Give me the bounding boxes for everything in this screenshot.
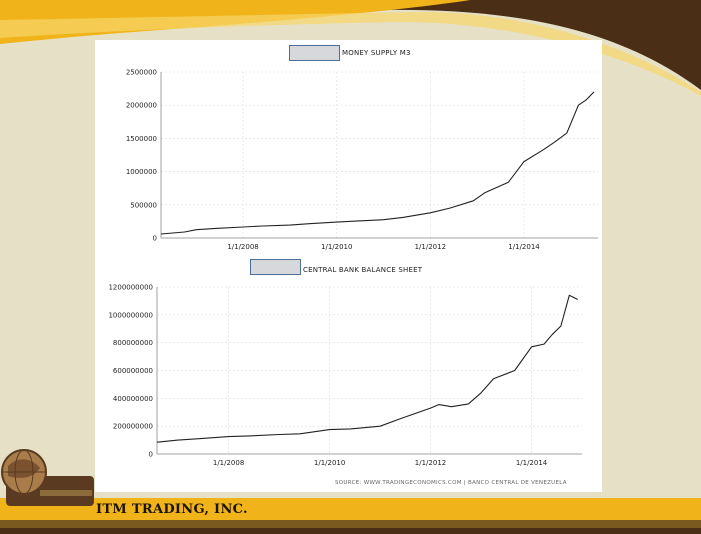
- y-tick-label: 1000000000: [108, 311, 153, 319]
- y-tick-label: 0: [153, 235, 157, 243]
- y-tick-label: 1500000: [126, 135, 157, 143]
- y-tick-label: 2500000: [126, 69, 157, 77]
- y-tick-label: 0: [149, 451, 153, 459]
- chart-title-placeholder-box: [250, 259, 301, 275]
- x-tick-label: 1/1/2012: [415, 243, 446, 251]
- x-tick-label: 1/1/2010: [314, 459, 345, 467]
- y-tick-label: 500000: [130, 201, 157, 209]
- x-tick-label: 1/1/2014: [508, 243, 540, 251]
- y-tick-label: 1000000: [126, 168, 157, 176]
- series-line: [160, 91, 595, 235]
- y-tick-label: 1200000000: [108, 284, 153, 292]
- chart-title-placeholder-box: [289, 45, 340, 61]
- money-supply-chart: 0 500000 1000000 1500000 2000000 2500000 1/1/2…: [126, 69, 598, 251]
- chart-title-central-bank: CENTRAL BANK BALANCE SHEET: [303, 266, 423, 274]
- company-name: ITM TRADING, INC.: [96, 502, 248, 517]
- x-tick-label: 1/1/2014: [516, 459, 548, 467]
- y-tick-label: 400000000: [113, 395, 153, 403]
- y-tick-label: 2000000: [126, 102, 157, 110]
- x-tick-label: 1/1/2010: [321, 243, 352, 251]
- central-bank-chart: 0 200000000 400000000 600000000 800000000 100…: [108, 284, 582, 467]
- series-line: [156, 294, 578, 443]
- chart-panel: [95, 40, 602, 492]
- source-caption: SOURCE: WWW.TRADINGECONOMICS.COM | BANCO…: [335, 480, 567, 486]
- x-tick-label: 1/1/2008: [227, 243, 258, 251]
- globe-icon: [1, 449, 94, 506]
- y-tick-label: 600000000: [113, 367, 153, 375]
- chart-title-money-supply: MONEY SUPPLY M3: [342, 49, 411, 57]
- x-tick-label: 1/1/2008: [213, 459, 244, 467]
- y-tick-label: 800000000: [113, 339, 153, 347]
- x-tick-label: 1/1/2012: [415, 459, 446, 467]
- y-tick-label: 200000000: [113, 423, 153, 431]
